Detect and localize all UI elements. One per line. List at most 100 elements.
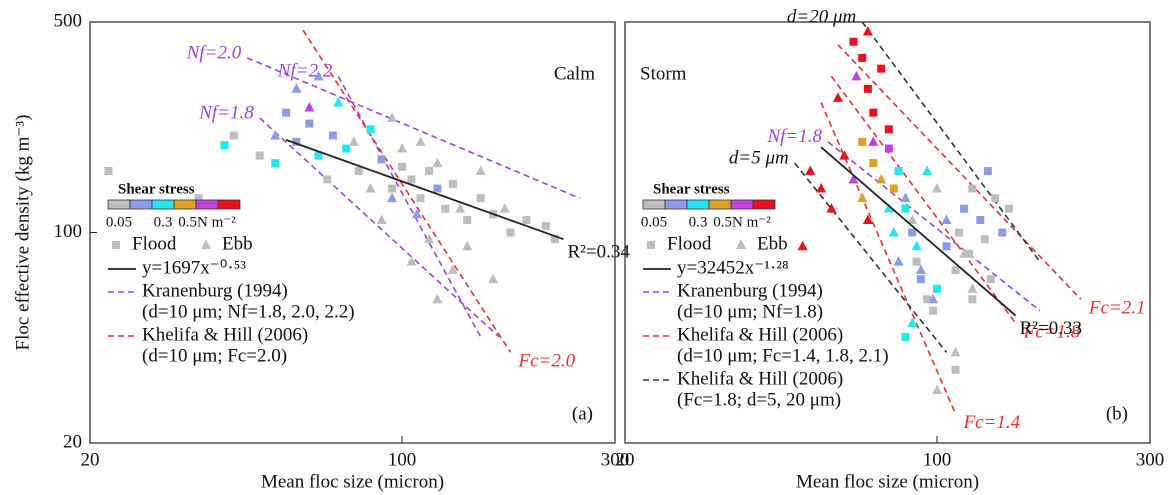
ebb-point [291, 83, 302, 93]
colorbar-label: 0.3 [689, 214, 708, 230]
ebb-point [348, 136, 359, 146]
reference-line [820, 102, 957, 415]
legend-detail: (Fc=1.8; d=5, 20 μm) [677, 389, 841, 410]
ebb-point [928, 293, 939, 304]
flood-point [884, 125, 893, 134]
y-tick-label: 20 [63, 431, 82, 452]
ebb-point [967, 283, 978, 293]
y-axis-label: Floc effective density (kg m⁻³) [12, 115, 33, 351]
legend-detail: (d=10 μm; Fc=1.4, 1.8, 2.1) [677, 345, 889, 366]
line-label: Fc=2.0 [518, 351, 576, 372]
flood-point [416, 194, 425, 203]
ebb-point [376, 214, 387, 225]
ebb-point [922, 165, 933, 176]
legend-label: Khelifa & Hill (2006) [677, 368, 843, 389]
colorbar-swatch [730, 199, 754, 210]
line-label: d=5 μm [729, 147, 789, 168]
flood-point [328, 131, 337, 140]
flood-point [354, 167, 363, 176]
colorbar-label: 0.05 [106, 214, 132, 230]
legend-marker [736, 239, 746, 249]
ebb-point [797, 240, 808, 251]
ebb-point [941, 214, 952, 225]
line-label: Nf=1.8 [198, 102, 254, 123]
ebb-point [876, 173, 887, 184]
flood-point [550, 235, 559, 244]
ebb-point [488, 273, 499, 284]
ebb-point [387, 192, 398, 203]
flood-point [463, 216, 472, 225]
colorbar-title: Shear stress [118, 181, 195, 197]
flood-point [194, 194, 203, 203]
y-tick-label: 500 [54, 10, 83, 31]
legend-marker [647, 241, 655, 249]
ebb-point [447, 264, 458, 275]
ebb-point [893, 256, 904, 266]
flood-point [255, 151, 264, 160]
flood-point [398, 163, 407, 172]
flood-point [407, 175, 416, 184]
flood-point [388, 184, 397, 193]
colorbar-swatch [107, 199, 131, 210]
plot-frame [624, 21, 1151, 444]
colorbar-swatch [642, 199, 666, 210]
ebb-point [432, 293, 443, 304]
flood-point [425, 167, 434, 176]
ebb-point [270, 129, 281, 140]
x-tick-label: 20 [616, 449, 635, 470]
legend-label: y=32452x⁻¹·²⁸ [677, 257, 789, 278]
reference-line [837, 44, 1082, 300]
flood-point [104, 167, 113, 176]
ebb-point [950, 346, 961, 357]
legend-label: Flood [667, 233, 712, 254]
colorbar-swatch [173, 199, 197, 210]
ebb-point [455, 203, 466, 213]
legend-label: Kranenburg (1994) [142, 280, 288, 301]
ebb-point [959, 248, 970, 258]
flood-point [305, 119, 314, 128]
legend-label: Ebb [222, 233, 253, 254]
panel-label: (b) [1106, 403, 1128, 424]
ebb-point [499, 203, 510, 213]
legend-detail: (d=10 μm; Nf=1.8) [677, 301, 823, 322]
colorbar-swatch [129, 199, 153, 210]
colorbar-label: 0.3 [154, 214, 173, 230]
ebb-point [832, 92, 843, 102]
x-tick-label: 100 [388, 449, 417, 470]
colorbar-swatch [752, 199, 776, 210]
y-tick-label: 100 [54, 221, 83, 242]
flood-point [901, 332, 910, 341]
flood-point [858, 53, 867, 62]
flood-point [433, 184, 442, 193]
reference-line [830, 75, 1017, 324]
flood-point [929, 306, 938, 315]
legend-detail: (d=10 μm; Fc=2.0) [142, 345, 287, 366]
flood-point [377, 155, 386, 164]
flood-point [282, 108, 291, 117]
flood-point [951, 365, 960, 374]
reference-line [259, 117, 500, 338]
flood-point [366, 125, 375, 134]
legend-marker [201, 239, 211, 249]
colorbar-swatch [664, 199, 688, 210]
legend-label: Kranenburg (1994) [677, 280, 823, 301]
ebb-point [868, 136, 879, 146]
line-label: Nf=2.0 [186, 42, 242, 63]
ebb-point [406, 256, 417, 266]
ebb-point [915, 264, 926, 275]
ebb-point [932, 384, 943, 394]
ebb-point [475, 165, 486, 176]
fit-line [285, 139, 564, 241]
flood-point [968, 184, 977, 193]
legend-label: Flood [132, 233, 177, 254]
flood-point [849, 37, 858, 46]
x-axis-label: Mean floc size (micron) [796, 471, 979, 492]
line-label: Fc=2.1 [1088, 298, 1146, 319]
flood-point [980, 235, 989, 244]
ebb-point [304, 102, 315, 112]
ebb-point [397, 143, 408, 153]
line-label: d=20 μm [787, 6, 856, 27]
line-label: Nf=1.8 [767, 126, 823, 147]
line-label: Fc=1.4 [962, 412, 1020, 433]
